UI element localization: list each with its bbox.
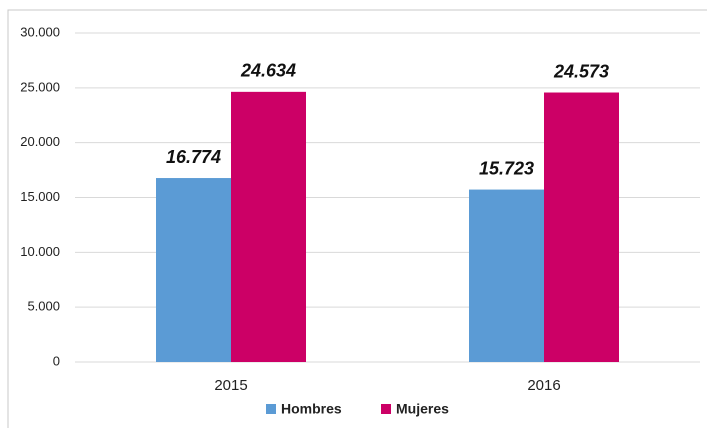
bar: [156, 178, 231, 362]
y-tick-label: 20.000: [20, 134, 60, 149]
y-tick-label: 25.000: [20, 79, 60, 94]
y-tick-label: 0: [53, 353, 60, 368]
data-label: 15.723: [479, 158, 534, 178]
legend-swatch: [266, 404, 276, 414]
bar: [544, 92, 619, 362]
y-tick-label: 30.000: [20, 24, 60, 39]
data-label: 24.634: [240, 61, 296, 81]
data-label: 24.573: [553, 61, 609, 81]
y-tick-label: 5.000: [27, 299, 60, 314]
legend-label: Hombres: [281, 401, 342, 417]
y-tick-label: 10.000: [20, 244, 60, 259]
x-tick-label: 2016: [527, 377, 560, 394]
legend-label: Mujeres: [396, 401, 449, 417]
x-tick-label: 2015: [214, 377, 247, 394]
chart-frame: [7, 9, 707, 428]
legend-swatch: [381, 404, 391, 414]
bar: [231, 91, 306, 362]
y-tick-label: 15.000: [20, 189, 60, 204]
data-label: 16.774: [166, 147, 221, 167]
bar: [469, 189, 544, 362]
